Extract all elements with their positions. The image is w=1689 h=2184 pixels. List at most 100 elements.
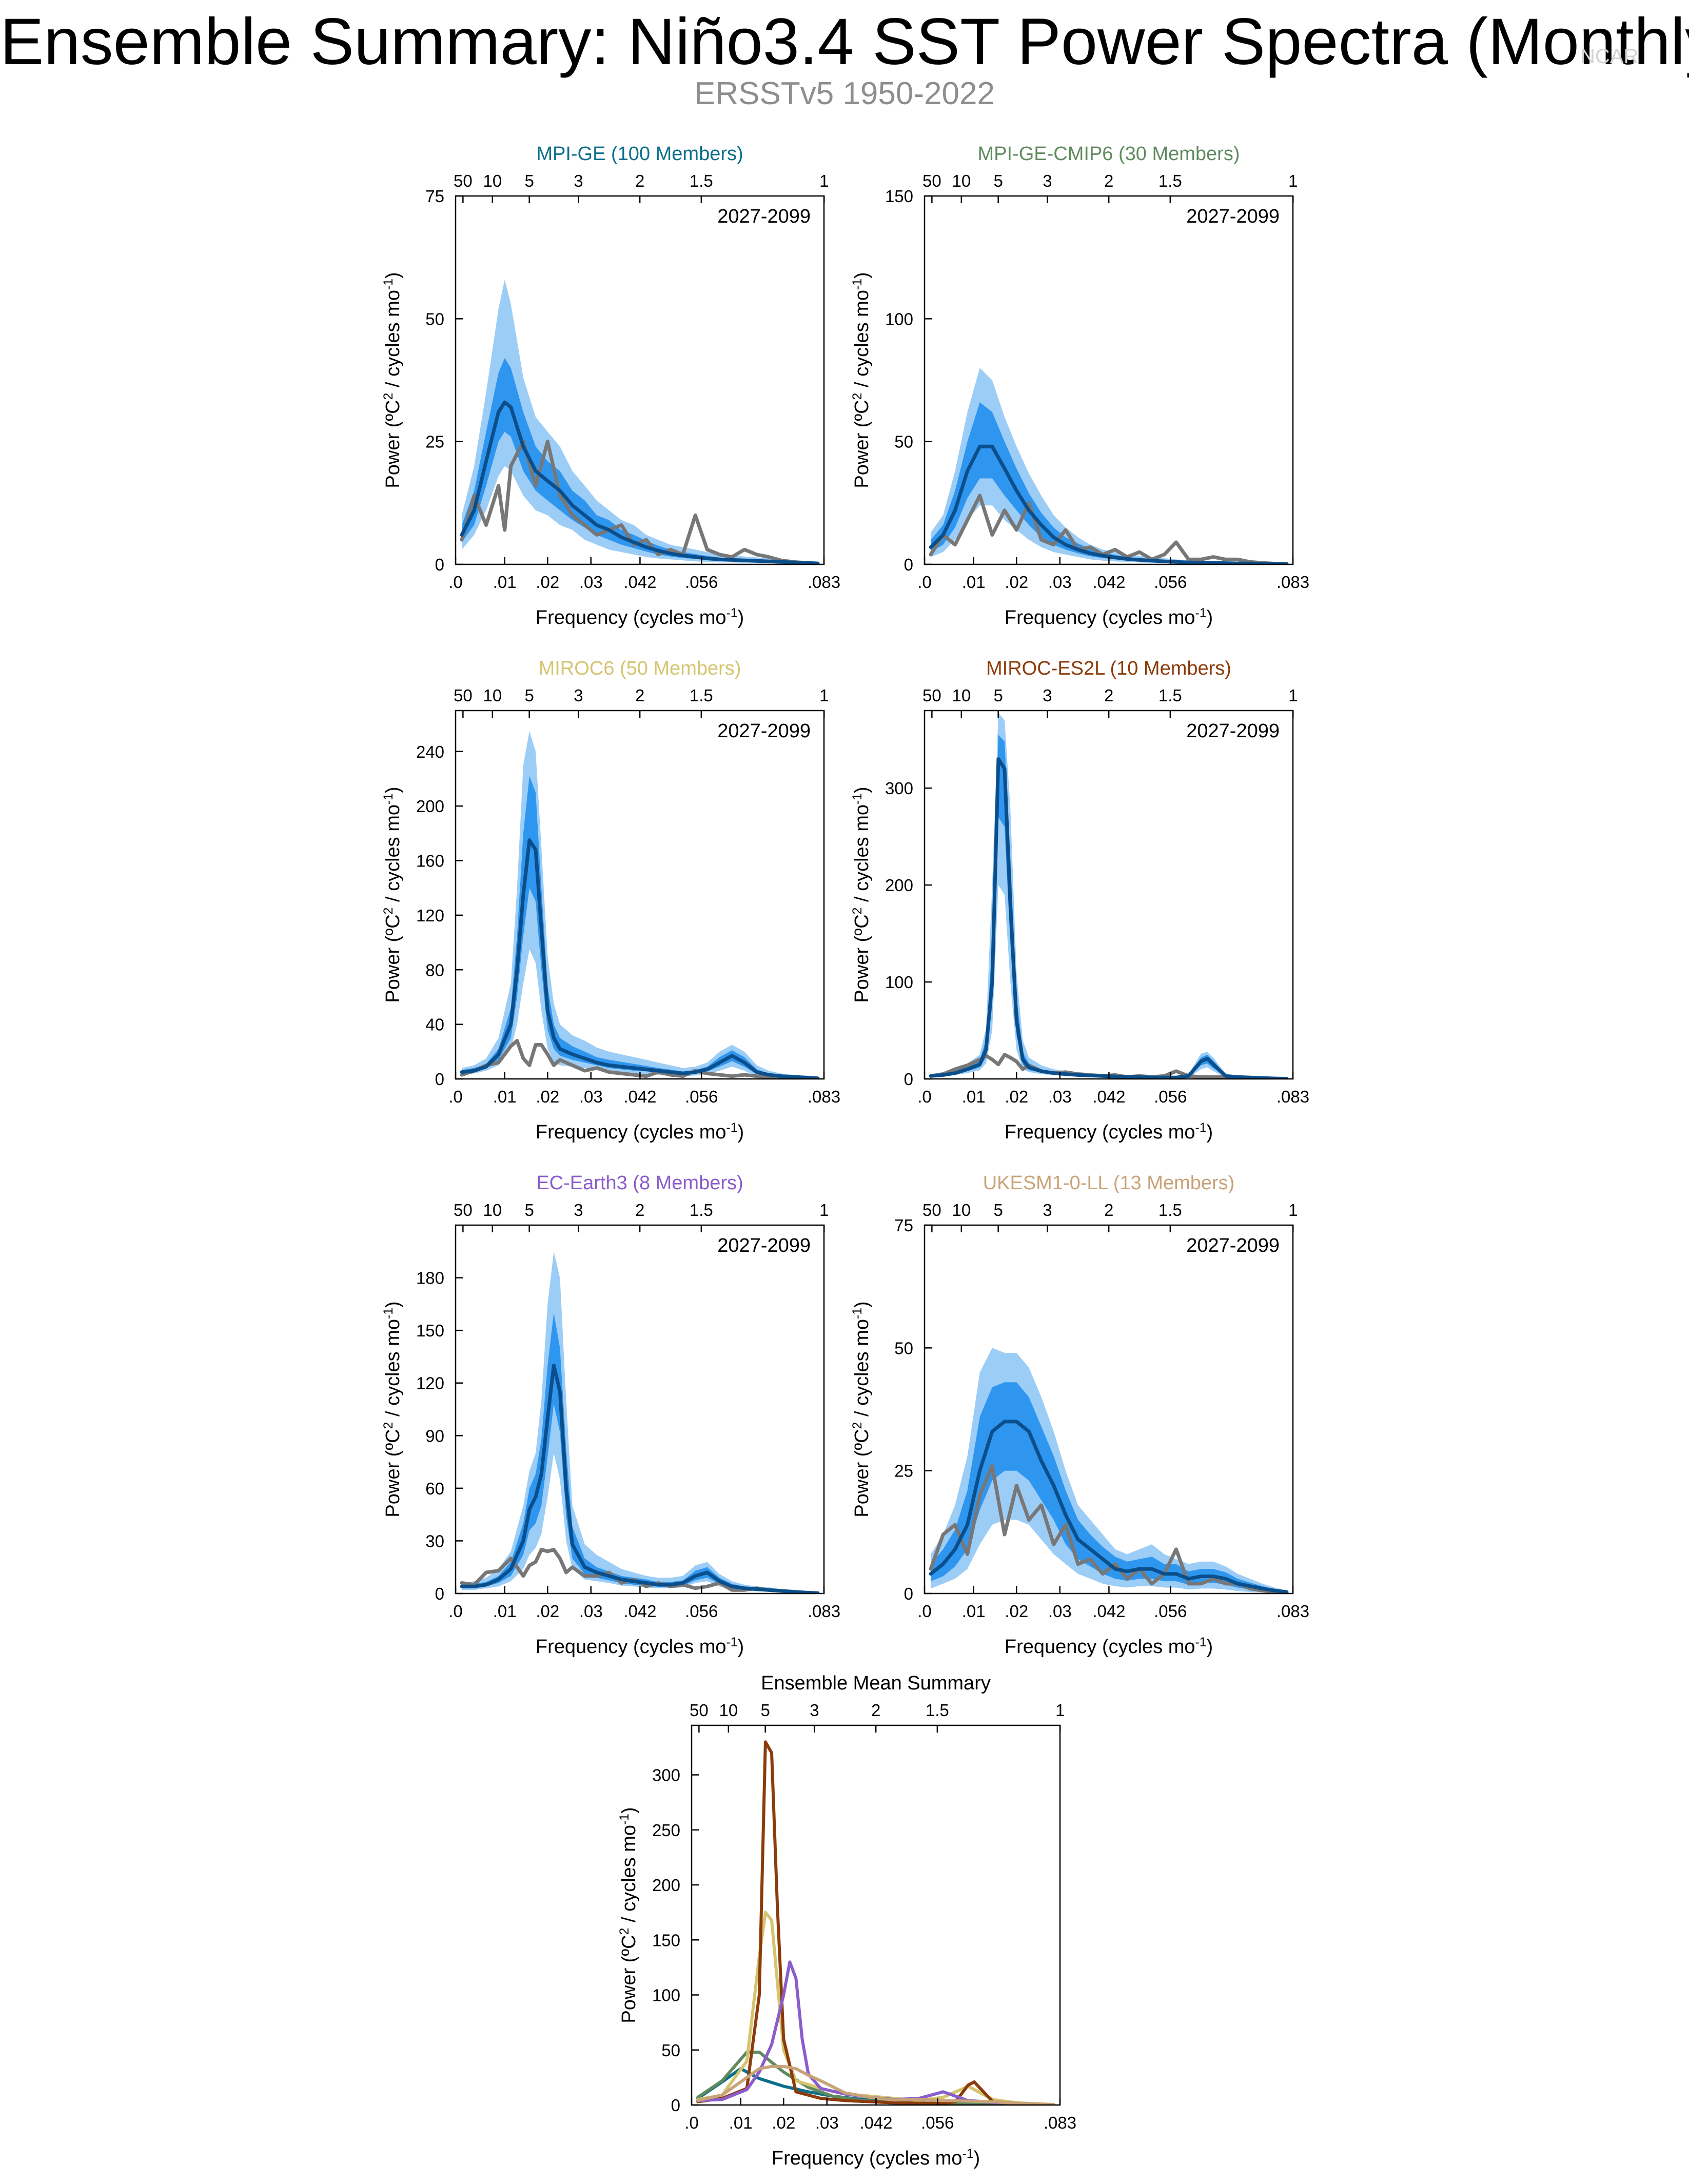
x-tick-label: .083 [1276,1087,1309,1106]
y-tick-label: 90 [425,1426,444,1445]
y-tick-label: 50 [894,432,913,451]
y-tick-label: 100 [652,1986,680,2005]
top-tick-label: 2 [635,1201,644,1219]
top-tick-label: 1.5 [1158,686,1182,705]
top-tick-label: 3 [574,686,583,705]
spread-25-75-band [931,735,1287,1079]
top-tick-label: 2 [1104,1201,1113,1219]
top-tick-label: 10 [952,1201,971,1219]
y-tick-label: 100 [885,973,913,992]
x-tick-label: .083 [808,573,840,592]
top-tick-label: 3 [1043,686,1052,705]
top-tick-label: 2 [635,686,644,705]
x-tick-label: .083 [1276,1602,1309,1621]
plot-frame [924,710,1294,1080]
x-tick-label: .01 [962,1602,986,1621]
top-tick-label: 3 [810,1701,819,1720]
y-tick-label: 180 [416,1269,444,1288]
x-tick-label: .03 [1048,573,1072,592]
x-tick-label: .01 [962,573,986,592]
y-axis-label: Power (ºC2 / cycles mo-1) [382,1301,404,1517]
x-tick-label: .056 [685,1602,718,1621]
x-tick-label: .0 [448,1602,463,1621]
y-tick-label: 0 [435,555,444,574]
x-tick-label: .03 [1048,1087,1072,1106]
x-tick-label: .02 [536,1602,559,1621]
x-tick-label: .056 [921,2113,954,2132]
x-axis-label: Frequency (cycles mo-1) [536,1636,744,1658]
x-tick-label: .02 [1005,1602,1028,1621]
top-tick-label: 5 [993,171,1003,190]
x-tick-label: .02 [1005,573,1028,592]
x-tick-label: .03 [1048,1602,1072,1621]
spread-5-95-band [931,712,1287,1079]
top-tick-label: 3 [574,171,583,190]
y-tick-label: 60 [425,1479,444,1498]
y-tick-label: 75 [425,187,444,206]
top-tick-label: 1.5 [690,171,713,190]
top-tick-label: 50 [690,1701,709,1720]
panel-title: Ensemble Mean Summary [761,1673,991,1694]
top-tick-label: 5 [524,686,534,705]
top-tick-label: 3 [1043,171,1052,190]
x-tick-label: .0 [917,573,932,592]
x-tick-label: .042 [859,2113,892,2132]
top-tick-label: 10 [952,686,971,705]
x-tick-label: .056 [685,1087,718,1106]
y-tick-label: 150 [652,1931,680,1950]
y-tick-label: 50 [661,2041,680,2060]
y-tick-label: 150 [416,1321,444,1340]
plot-area [460,731,820,1079]
top-tick-label: 2 [1104,686,1113,705]
x-axis-label: Frequency (cycles mo-1) [772,2147,980,2170]
y-tick-label: 50 [425,309,444,328]
y-tick-label: 200 [652,1876,680,1895]
period-label: 2027-2099 [1186,720,1280,742]
x-tick-label: .0 [448,1087,463,1106]
top-tick-label: 3 [1043,1201,1052,1219]
top-tick-label: 10 [483,171,502,190]
y-axis-label: Power (ºC2 / cycles mo-1) [851,272,873,488]
y-tick-label: 75 [894,1216,913,1235]
y-tick-label: 25 [425,432,444,451]
x-tick-label: .01 [962,1087,986,1106]
ensemble-mean-line [929,757,1289,1079]
top-tick-label: 2 [635,171,644,190]
plot-area [929,368,1289,564]
top-tick-label: 1 [819,171,829,190]
y-axis-label: Power (ºC2 / cycles mo-1) [618,1807,640,2023]
y-tick-label: 0 [904,555,913,574]
y-axis-label: Power (ºC2 / cycles mo-1) [851,1301,873,1517]
y-tick-label: 25 [894,1462,913,1481]
top-tick-label: 10 [719,1701,738,1720]
ensemble-mean-line [929,444,1289,564]
y-tick-label: 50 [894,1339,913,1357]
top-tick-label: 5 [524,171,534,190]
y-axis-label: Power (ºC2 / cycles mo-1) [382,786,404,1002]
panel-title: MPI-GE-CMIP6 (30 Members) [978,143,1240,165]
top-tick-label: 1.5 [690,1201,713,1219]
top-tick-label: 1.5 [926,1701,949,1720]
x-axis-label: Frequency (cycles mo-1) [536,606,744,629]
y-tick-label: 160 [416,852,444,871]
y-tick-label: 80 [425,960,444,979]
top-tick-label: 5 [524,1201,534,1219]
y-tick-label: 300 [885,779,913,798]
top-tick-label: 1 [819,686,829,705]
ensemble-mean-line [460,1364,820,1593]
y-tick-label: 250 [652,1821,680,1840]
x-axis-label: Frequency (cycles mo-1) [1005,1636,1213,1658]
spread-5-95-band [462,731,818,1079]
x-tick-label: .03 [815,2113,839,2132]
period-label: 2027-2099 [1186,1235,1280,1256]
top-tick-label: 50 [454,171,473,190]
x-tick-label: .042 [623,1087,656,1106]
x-tick-label: .042 [1092,1602,1125,1621]
x-tick-label: .056 [1154,573,1187,592]
y-tick-label: 240 [416,742,444,761]
x-axis-label: Frequency (cycles mo-1) [1005,1121,1213,1144]
panel-title: EC-Earth3 (8 Members) [536,1172,743,1194]
